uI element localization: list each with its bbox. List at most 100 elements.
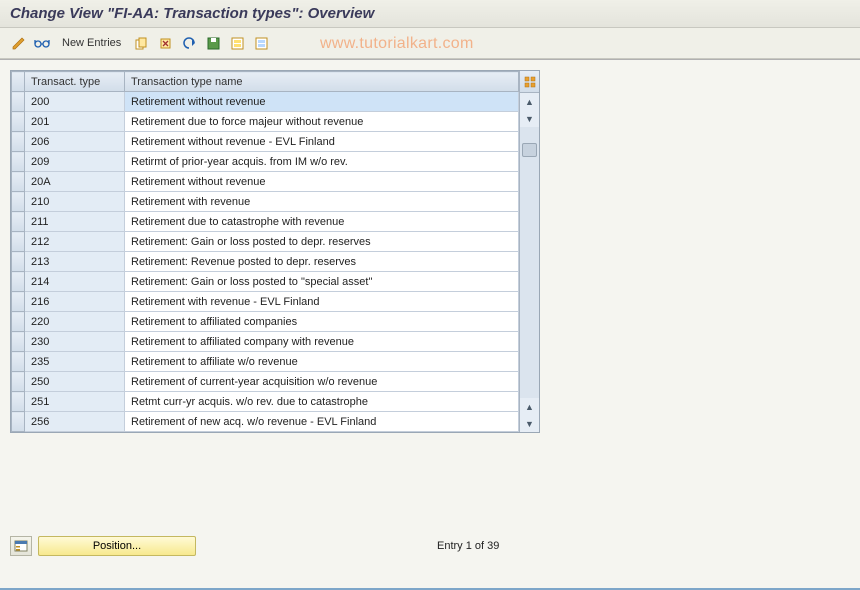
table-row[interactable]: 214Retirement: Gain or loss posted to "s… <box>12 272 519 292</box>
cell-transact-type[interactable]: 210 <box>25 192 125 212</box>
row-selector[interactable] <box>12 412 25 432</box>
row-selector[interactable] <box>12 192 25 212</box>
row-selector[interactable] <box>12 312 25 332</box>
deselect-all-icon[interactable] <box>251 33 271 53</box>
cell-transaction-name[interactable]: Retirement to affiliated companies <box>125 312 519 332</box>
table-row[interactable]: 235Retirement to affiliate w/o revenue <box>12 352 519 372</box>
table-container: Transact. type Transaction type name 200… <box>10 70 540 433</box>
row-selector[interactable] <box>12 332 25 352</box>
cell-transact-type[interactable]: 220 <box>25 312 125 332</box>
table-row[interactable]: 20ARetirement without revenue <box>12 172 519 192</box>
col-header-name[interactable]: Transaction type name <box>125 72 519 92</box>
transaction-type-table: Transact. type Transaction type name 200… <box>11 71 519 432</box>
cell-transaction-name[interactable]: Retirement to affiliated company with re… <box>125 332 519 352</box>
entry-counter: Entry 1 of 39 <box>437 540 499 552</box>
row-selector[interactable] <box>12 132 25 152</box>
row-selector[interactable] <box>12 292 25 312</box>
cell-transaction-name[interactable]: Retirement of new acq. w/o revenue - EVL… <box>125 412 519 432</box>
row-selector[interactable] <box>12 392 25 412</box>
cell-transact-type[interactable]: 206 <box>25 132 125 152</box>
cell-transact-type[interactable]: 212 <box>25 232 125 252</box>
cell-transact-type[interactable]: 256 <box>25 412 125 432</box>
page-title: Change View "FI-AA: Transaction types": … <box>10 5 374 22</box>
cell-transact-type[interactable]: 20A <box>25 172 125 192</box>
cell-transaction-name[interactable]: Retirement: Revenue posted to depr. rese… <box>125 252 519 272</box>
row-selector[interactable] <box>12 272 25 292</box>
row-selector[interactable] <box>12 212 25 232</box>
cell-transact-type[interactable]: 201 <box>25 112 125 132</box>
col-header-code[interactable]: Transact. type <box>25 72 125 92</box>
cell-transact-type[interactable]: 251 <box>25 392 125 412</box>
table-row[interactable]: 206Retirement without revenue - EVL Finl… <box>12 132 519 152</box>
delete-icon[interactable] <box>155 33 175 53</box>
cell-transaction-name[interactable]: Retirement: Gain or loss posted to depr.… <box>125 232 519 252</box>
scroll-up-icon[interactable]: ▲ <box>520 93 539 110</box>
row-selector[interactable] <box>12 352 25 372</box>
scrollbar-track[interactable] <box>520 127 539 398</box>
cell-transact-type[interactable]: 230 <box>25 332 125 352</box>
cell-transaction-name[interactable]: Retirement with revenue - EVL Finland <box>125 292 519 312</box>
cell-transaction-name[interactable]: Retirement without revenue <box>125 172 519 192</box>
footer-bar: Position... Entry 1 of 39 <box>10 536 850 556</box>
table-row[interactable]: 216Retirement with revenue - EVL Finland <box>12 292 519 312</box>
vertical-scrollbar[interactable]: ▲ ▼ ▲ ▼ <box>519 71 539 432</box>
cell-transact-type[interactable]: 214 <box>25 272 125 292</box>
watermark-text: www.tutorialkart.com <box>320 35 474 53</box>
cell-transaction-name[interactable]: Retirement of current-year acquisition w… <box>125 372 519 392</box>
new-entries-button[interactable]: New Entries <box>62 37 121 49</box>
cell-transaction-name[interactable]: Retirement due to force majeur without r… <box>125 112 519 132</box>
table-row[interactable]: 211Retirement due to catastrophe with re… <box>12 212 519 232</box>
copy-icon[interactable] <box>131 33 151 53</box>
select-all-header[interactable] <box>12 72 25 92</box>
scrollbar-thumb[interactable] <box>522 143 537 157</box>
scroll-down-icon[interactable]: ▼ <box>520 415 539 432</box>
table-row[interactable]: 256Retirement of new acq. w/o revenue - … <box>12 412 519 432</box>
table-row[interactable]: 251Retmt curr-yr acquis. w/o rev. due to… <box>12 392 519 412</box>
select-all-icon[interactable] <box>227 33 247 53</box>
table-row[interactable]: 220Retirement to affiliated companies <box>12 312 519 332</box>
row-selector[interactable] <box>12 92 25 112</box>
table-row[interactable]: 210Retirement with revenue <box>12 192 519 212</box>
table-row[interactable]: 250Retirement of current-year acquisitio… <box>12 372 519 392</box>
toggle-display-icon[interactable] <box>8 33 28 53</box>
cell-transaction-name[interactable]: Retmt curr-yr acquis. w/o rev. due to ca… <box>125 392 519 412</box>
content-area: Transact. type Transaction type name 200… <box>0 60 860 433</box>
table-row[interactable]: 213Retirement: Revenue posted to depr. r… <box>12 252 519 272</box>
cell-transaction-name[interactable]: Retirement without revenue <box>125 92 519 112</box>
row-selector[interactable] <box>12 372 25 392</box>
row-selector[interactable] <box>12 112 25 132</box>
row-selector[interactable] <box>12 172 25 192</box>
cell-transaction-name[interactable]: Retirmt of prior-year acquis. from IM w/… <box>125 152 519 172</box>
table-row[interactable]: 201Retirement due to force majeur withou… <box>12 112 519 132</box>
cell-transaction-name[interactable]: Retirement to affiliate w/o revenue <box>125 352 519 372</box>
save-icon[interactable] <box>203 33 223 53</box>
window-frame: Change View "FI-AA: Transaction types": … <box>0 0 860 60</box>
cell-transact-type[interactable]: 200 <box>25 92 125 112</box>
undo-icon[interactable] <box>179 33 199 53</box>
position-button[interactable]: Position... <box>38 536 196 556</box>
glasses-icon[interactable] <box>32 33 52 53</box>
cell-transact-type[interactable]: 216 <box>25 292 125 312</box>
cell-transact-type[interactable]: 211 <box>25 212 125 232</box>
cell-transaction-name[interactable]: Retirement with revenue <box>125 192 519 212</box>
cell-transaction-name[interactable]: Retirement: Gain or loss posted to "spec… <box>125 272 519 292</box>
table-row[interactable]: 200Retirement without revenue <box>12 92 519 112</box>
position-icon[interactable] <box>10 536 32 556</box>
toolbar: New Entries www.tutorialkart.com <box>0 28 860 59</box>
table-row[interactable]: 212Retirement: Gain or loss posted to de… <box>12 232 519 252</box>
cell-transaction-name[interactable]: Retirement due to catastrophe with reven… <box>125 212 519 232</box>
scroll-down-step-icon[interactable]: ▼ <box>520 110 539 127</box>
cell-transaction-name[interactable]: Retirement without revenue - EVL Finland <box>125 132 519 152</box>
row-selector[interactable] <box>12 152 25 172</box>
scroll-up-step-icon[interactable]: ▲ <box>520 398 539 415</box>
titlebar: Change View "FI-AA: Transaction types": … <box>0 0 860 28</box>
cell-transact-type[interactable]: 235 <box>25 352 125 372</box>
cell-transact-type[interactable]: 213 <box>25 252 125 272</box>
table-settings-icon[interactable] <box>520 71 539 93</box>
row-selector[interactable] <box>12 252 25 272</box>
cell-transact-type[interactable]: 209 <box>25 152 125 172</box>
row-selector[interactable] <box>12 232 25 252</box>
table-row[interactable]: 230Retirement to affiliated company with… <box>12 332 519 352</box>
table-row[interactable]: 209Retirmt of prior-year acquis. from IM… <box>12 152 519 172</box>
cell-transact-type[interactable]: 250 <box>25 372 125 392</box>
